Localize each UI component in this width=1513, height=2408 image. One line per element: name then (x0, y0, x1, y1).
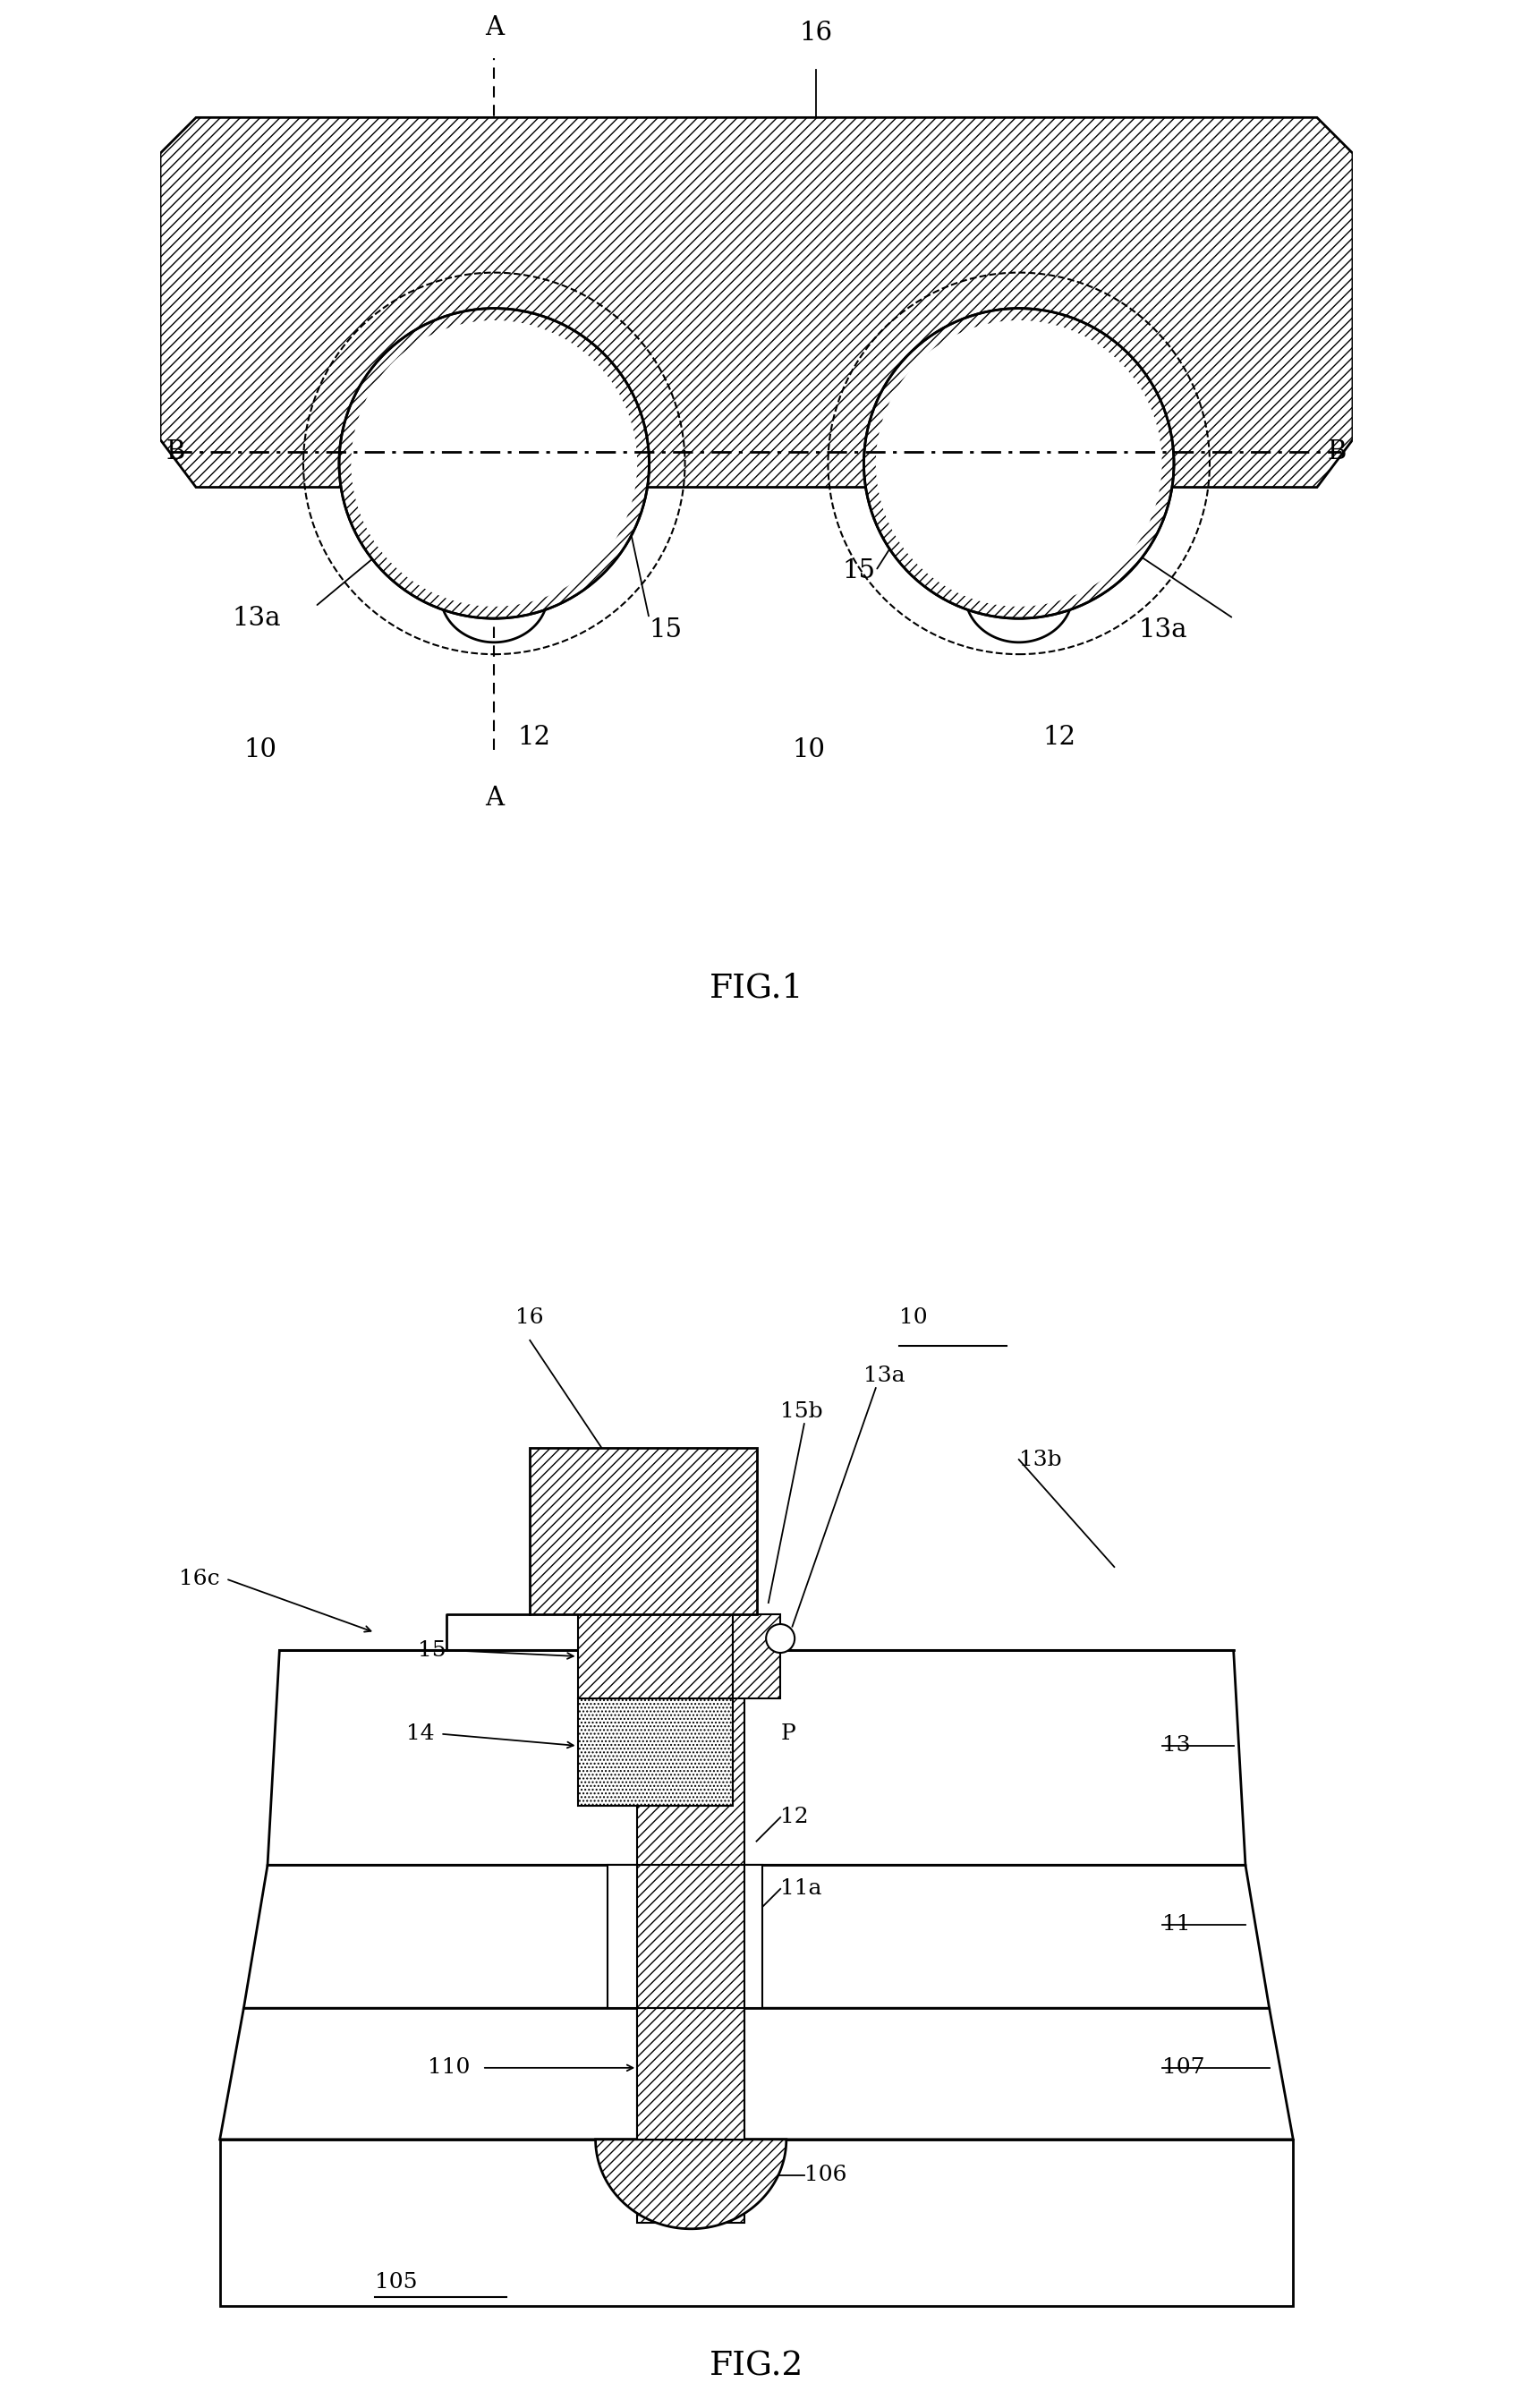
Text: B: B (1328, 438, 1347, 465)
Polygon shape (219, 2138, 1294, 2307)
Text: B: B (166, 438, 185, 465)
Polygon shape (219, 2008, 1294, 2138)
Text: 15: 15 (649, 619, 682, 643)
Text: 13a: 13a (231, 607, 280, 631)
Text: 13a: 13a (1138, 619, 1188, 643)
Text: 10: 10 (793, 737, 826, 763)
Text: 13a: 13a (864, 1365, 906, 1387)
Circle shape (864, 308, 1174, 619)
Text: 12: 12 (1042, 725, 1076, 751)
Bar (530, 1447, 756, 1616)
Text: 106: 106 (805, 2165, 847, 2186)
Bar (637, 1866, 744, 2008)
Text: 13b: 13b (1018, 1450, 1062, 1469)
Text: A: A (484, 785, 504, 811)
Bar (578, 1616, 732, 1698)
Bar (607, 1866, 763, 2008)
Circle shape (876, 320, 1162, 607)
Text: 15: 15 (843, 559, 876, 583)
Text: 105: 105 (375, 2273, 418, 2292)
Bar (637, 2008, 744, 2138)
Text: FIG.1: FIG.1 (710, 973, 803, 1004)
Text: A: A (484, 14, 504, 41)
Text: 13: 13 (1162, 1736, 1191, 1755)
Bar (732, 1616, 781, 1698)
Polygon shape (160, 118, 1353, 486)
Text: 15b: 15b (781, 1401, 823, 1423)
Text: P: P (781, 1724, 796, 1743)
Text: 11a: 11a (781, 1878, 822, 1900)
Text: 10: 10 (900, 1308, 927, 1329)
Text: 14: 14 (405, 1724, 434, 1743)
Circle shape (351, 320, 637, 607)
Text: 15: 15 (418, 1640, 446, 1662)
Text: 12: 12 (517, 725, 551, 751)
Text: 16: 16 (516, 1308, 545, 1329)
Text: 12: 12 (781, 1806, 808, 1828)
Polygon shape (596, 2138, 787, 2230)
Text: 11: 11 (1162, 1914, 1191, 1936)
Text: 16: 16 (799, 22, 832, 46)
Text: 110: 110 (428, 2056, 471, 2078)
Polygon shape (244, 1866, 1269, 2008)
Bar (637, 1625, 744, 2223)
Polygon shape (268, 1649, 1245, 1866)
Circle shape (766, 1623, 794, 1652)
Text: 107: 107 (1162, 2056, 1204, 2078)
Bar (578, 1698, 732, 1806)
Text: 16c: 16c (179, 1568, 219, 1589)
Text: FIG.2: FIG.2 (710, 2350, 803, 2382)
Text: 10: 10 (244, 737, 277, 763)
Circle shape (339, 308, 649, 619)
